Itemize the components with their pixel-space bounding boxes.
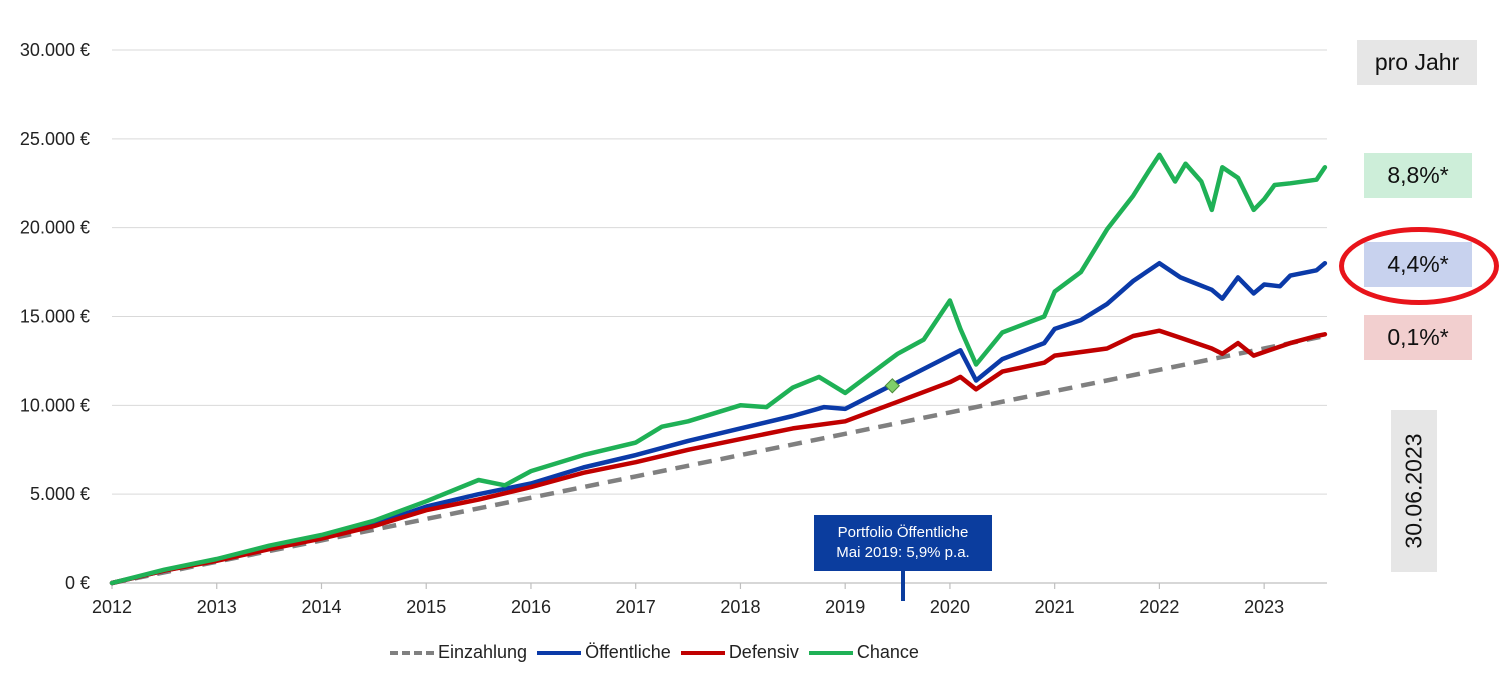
legend-item-defensiv: Defensiv — [680, 642, 799, 663]
y-tick-label: 0 € — [65, 573, 90, 593]
y-axis-ticks: 0 € 5.000 € 10.000 € 15.000 € 20.000 € 25.000… — [20, 40, 90, 593]
chance-return-label: 8,8%* — [1364, 153, 1472, 198]
legend-item-chance: Chance — [808, 642, 919, 663]
legend: Einzahlung Öffentliche Defensiv Chance — [390, 642, 929, 663]
markers — [884, 378, 901, 394]
x-tick-label: 2019 — [825, 597, 865, 617]
legend-swatch — [537, 650, 582, 655]
x-tick-label: 2012 — [92, 597, 132, 617]
x-tick-label: 2017 — [616, 597, 656, 617]
per-year-label: pro Jahr — [1357, 40, 1477, 85]
x-tick-label: 2014 — [301, 597, 341, 617]
annotation-line-2: Mai 2019: 5,9% p.a. — [836, 544, 970, 561]
y-tick-label: 15.000 € — [20, 307, 90, 327]
date-box — [1391, 410, 1437, 572]
x-tick-label: 2020 — [930, 597, 970, 617]
series-line-chance — [109, 152, 1328, 586]
portfolio-annotation: Portfolio Öffentliche Mai 2019: 5,9% p.a… — [814, 515, 992, 571]
legend-swatch — [680, 650, 725, 655]
legend-label: Einzahlung — [438, 642, 528, 662]
y-tick-label: 25.000 € — [20, 129, 90, 149]
legend-label: Defensiv — [728, 642, 799, 662]
series-line-öffentliche — [109, 260, 1328, 586]
y-tick-label: 5.000 € — [30, 484, 90, 504]
y-tick-label: 20.000 € — [20, 218, 90, 238]
x-tick-label: 2018 — [720, 597, 760, 617]
legend-item-öffentliche: Öffentliche — [537, 642, 671, 663]
legend-label: Chance — [856, 642, 919, 662]
x-axis-ticks: 2012 2013 2014 2015 2016 2017 2018 2019 2020 2021… — [92, 583, 1284, 617]
date-label: 30.06.2023 — [1400, 433, 1427, 549]
x-tick-label: 2021 — [1035, 597, 1075, 617]
series-lines — [109, 152, 1328, 586]
grid-lines — [112, 49, 1327, 584]
legend-swatch — [808, 650, 853, 655]
y-tick-label: 10.000 € — [20, 395, 90, 415]
legend-item-einzahlung: Einzahlung — [390, 642, 527, 663]
legend-label: Öffentliche — [585, 642, 671, 662]
x-tick-label: 2013 — [197, 597, 237, 617]
y-tick-label: 30.000 € — [20, 40, 90, 60]
x-tick-label: 2016 — [511, 597, 551, 617]
series-line-defensiv — [109, 328, 1328, 586]
annotation-line-1: Portfolio Öffentliche — [837, 524, 969, 541]
defensiv-return-label: 0,1%* — [1364, 315, 1472, 360]
x-tick-label: 2022 — [1139, 597, 1179, 617]
x-tick-label: 2015 — [406, 597, 446, 617]
portfolio-marker — [884, 378, 901, 394]
legend-swatch — [390, 650, 434, 655]
highlight-ellipse — [1339, 227, 1499, 305]
x-tick-label: 2023 — [1244, 597, 1284, 617]
